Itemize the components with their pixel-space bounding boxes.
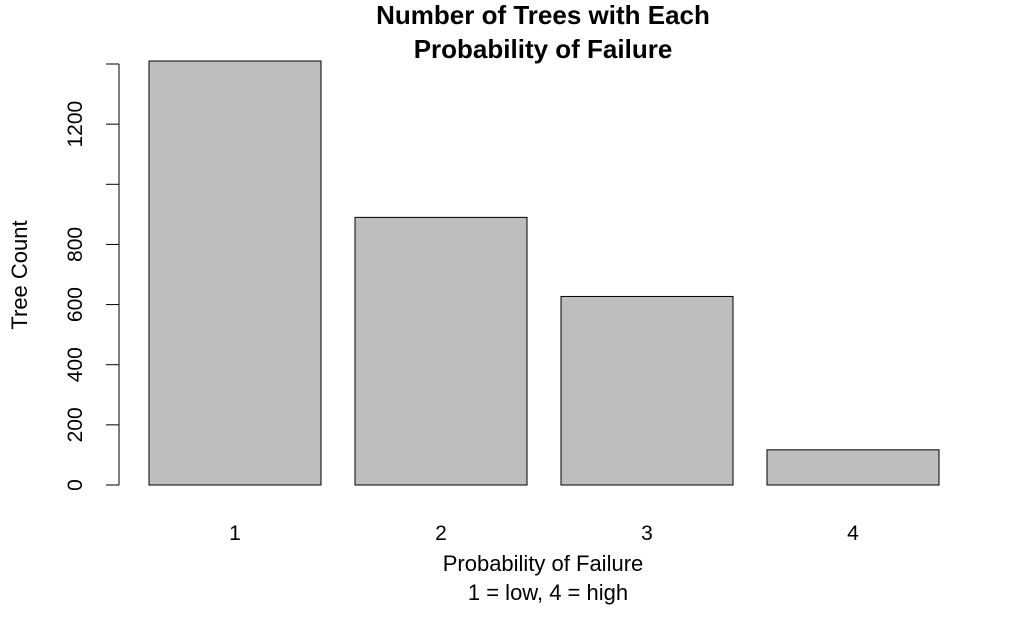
x-tick-label: 4	[847, 522, 859, 545]
y-tick-label: 400	[64, 347, 87, 382]
x-tick-label: 2	[435, 522, 447, 545]
x-tick-label: 1	[229, 522, 241, 545]
x-axis-tick-labels: 1 2 3 4	[229, 522, 859, 545]
chart-title-line-1: Number of Trees with Each	[376, 0, 710, 30]
x-axis-label: Probability of Failure	[443, 551, 644, 576]
x-axis-sublabel: 1 = low, 4 = high	[468, 580, 628, 605]
chart-title-line-2: Probability of Failure	[414, 34, 673, 64]
bar-3	[560, 295, 734, 486]
y-tick-label: 800	[64, 227, 87, 262]
x-tick-label: 3	[641, 522, 653, 545]
bars-group	[148, 60, 940, 486]
bar-4	[766, 449, 940, 486]
y-tick-label: 1200	[64, 101, 87, 148]
y-tick-label: 600	[64, 287, 87, 322]
bar-2	[354, 216, 528, 486]
y-axis-label: Tree Count	[7, 220, 32, 329]
y-tick-label: 200	[64, 407, 87, 442]
y-tick-label: 0	[64, 479, 87, 491]
y-axis: 0 200 400 600 800 1200	[64, 63, 120, 491]
bar-1	[148, 60, 322, 486]
